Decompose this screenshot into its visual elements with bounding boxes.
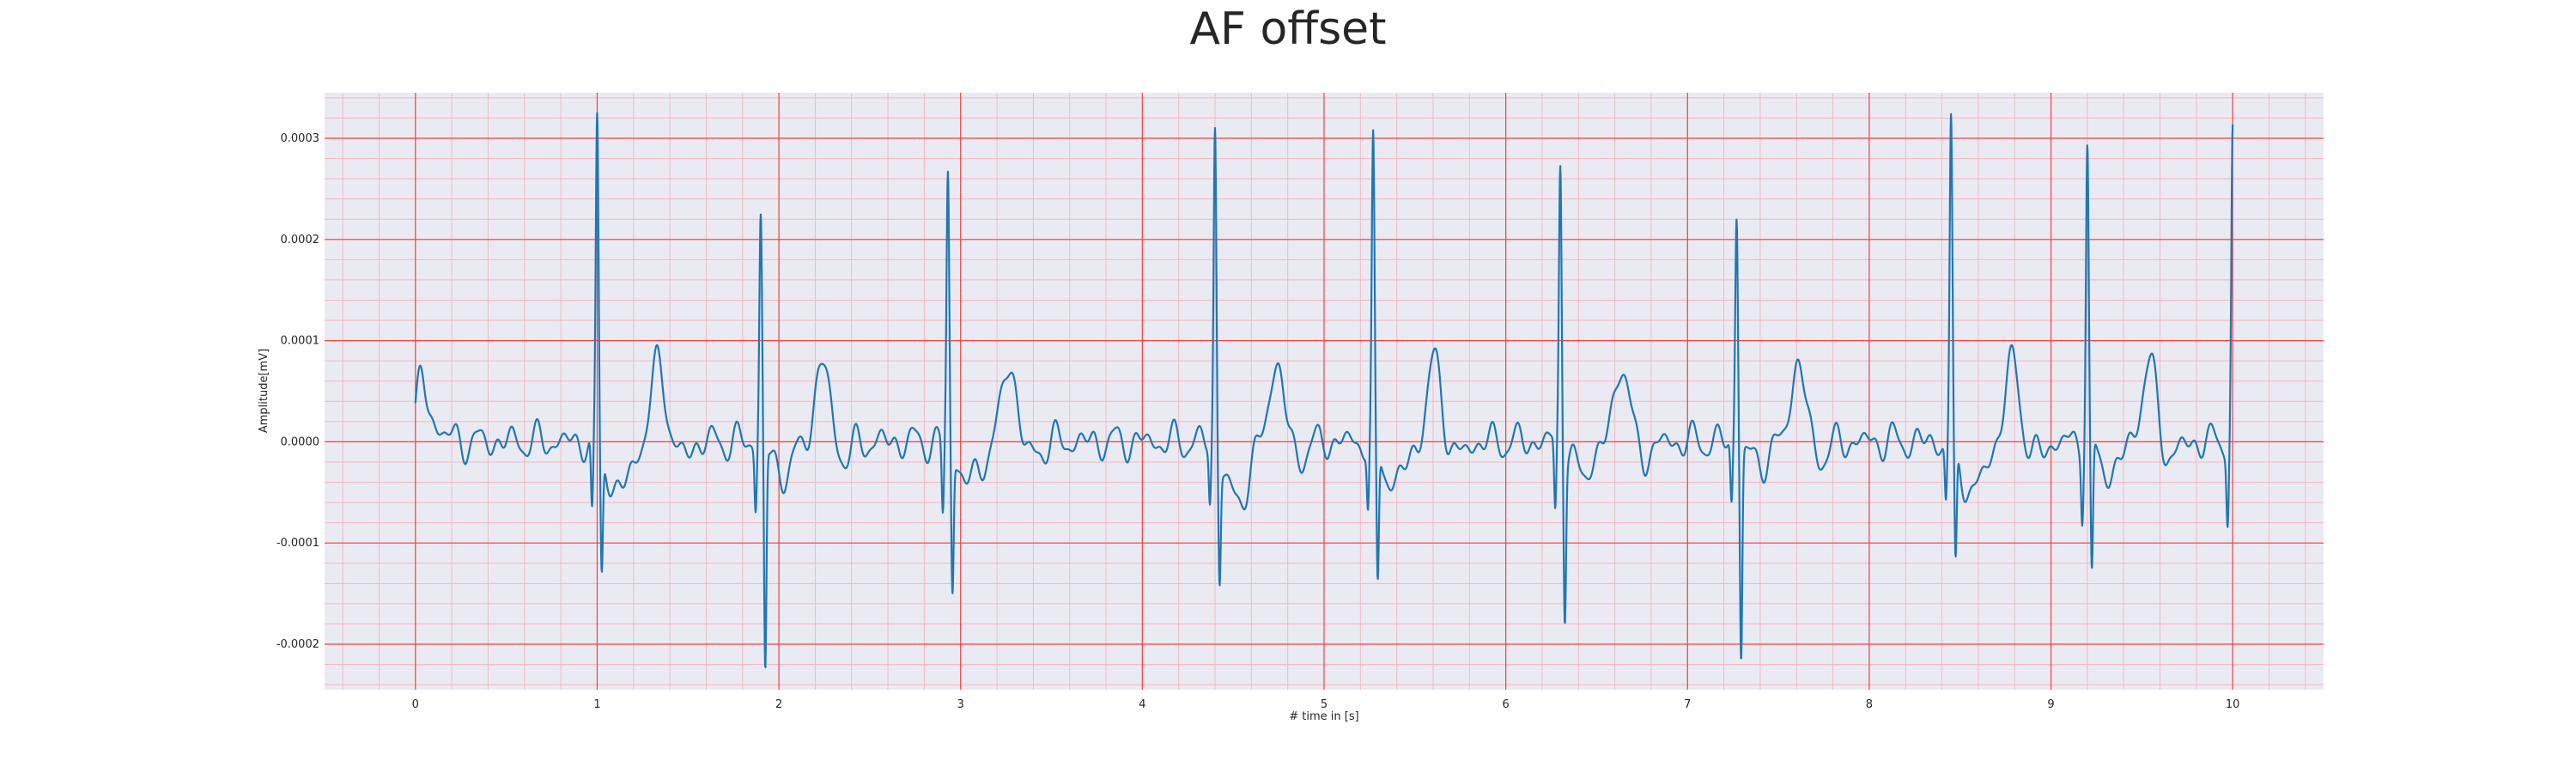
y-tick-label: 0.0002 [281,234,320,247]
major-grid [325,93,2324,690]
chart-title: AF offset [1189,3,1387,55]
tick-labels: 0 1 2 3 4 5 6 7 8 9 10 -0.0002 -0.0001 0.0000 0.0001 0.… [276,132,2240,711]
x-tick-label: 0 [412,698,419,711]
y-tick-label: -0.0001 [276,537,319,550]
x-axis-label: # time in [s] [1289,710,1358,723]
y-axis-label: Amplitude[mV] [258,349,270,433]
x-tick-label: 5 [1321,698,1327,711]
y-tick-label: 0.0001 [281,335,320,348]
x-tick-label: 4 [1139,698,1145,711]
y-tick-label: -0.0002 [276,638,319,651]
x-tick-label: 7 [1684,698,1691,711]
y-tick-label: 0.0000 [281,435,320,448]
x-tick-label: 1 [593,698,600,711]
series-layer [414,112,2234,669]
x-tick-label: 2 [775,698,782,711]
x-tick-label: 6 [1502,698,1509,711]
ecg-series-line [414,112,2234,669]
x-tick-label: 8 [1866,698,1873,711]
y-tick-label: 0.0003 [281,132,320,145]
x-tick-label: 10 [2226,698,2240,711]
x-tick-label: 9 [2047,698,2054,711]
x-tick-label: 3 [957,698,964,711]
